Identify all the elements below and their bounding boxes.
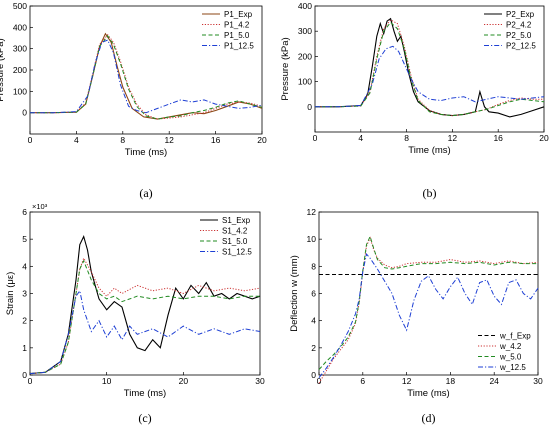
x-tick-label-d: 18 [446,376,456,386]
y-tick-label-b: 100 [298,77,312,87]
chart-panel-d: 0 6 12 18 24 30 0 2 4 6 8 10 12 Time (ms) Deflection w… [275,200,550,429]
y-tick-label-c: 6 [22,207,27,217]
series-line-b-1 [315,19,544,117]
x-tick-label-a: 4 [74,135,79,145]
y-tick-label-c: 4 [22,261,27,271]
legend-label-b-1: P2_4.2 [506,21,532,30]
x-axis-title-d: Time (ms) [407,388,449,399]
x-tick-label-b: 0 [313,133,318,143]
chart-panel-a: 0 4 8 12 16 20 0 100 200 300 400 500 Time (ms) Pressu… [0,0,275,214]
legend-label-d-3: w_12.5 [499,363,526,372]
y-tick-label-d: 0 [311,370,316,380]
y-tick-label-c: 3 [22,289,27,299]
panel-label-b: (b) [423,186,437,200]
panel-label-a: (a) [139,186,152,200]
y-tick-label-a: 300 [13,44,27,54]
x-tick-label-b: 8 [404,133,409,143]
y-tick-label-c: 0 [22,370,27,380]
x-tick-label-c: 20 [179,376,189,386]
x-tick-label-c: 0 [28,376,33,386]
y-tick-label-d: 4 [311,316,316,326]
x-tick-label-d: 0 [317,376,322,386]
legend-label-d-1: w_4.2 [499,342,522,351]
x-tick-label-d: 6 [360,376,365,386]
y-tick-label-d: 12 [307,207,317,217]
series-line-c-1 [29,256,261,375]
x-tick-label-d: 30 [533,376,543,386]
series-line-d-1 [318,236,539,384]
legend-label-b-3: P2_12.5 [506,42,536,51]
y-tick-label-c: 5 [22,234,27,244]
series-line-b-2 [315,21,545,117]
y-tick-label-d: 6 [311,289,316,299]
series-line-b-0 [315,17,545,118]
x-tick-label-a: 16 [211,135,221,145]
y-axis-title-d: Deflection w (mm) [289,255,300,332]
legend-label-c-0: S1_Exp [222,216,251,225]
legend-label-a-0: P1_Exp [224,10,253,19]
y-tick-label-b: 300 [298,26,312,36]
y-tick-label-a: 0 [22,108,27,118]
legend-label-b-0: P2_Exp [506,10,535,19]
plot-frame-b [314,5,545,133]
x-tick-label-d: 24 [489,376,499,386]
x-tick-label-c: 10 [102,376,112,386]
y-axis-title-b: Pressure (kPa) [280,37,291,100]
panel-label-d: (d) [422,411,436,425]
legend-label-a-2: P1_5.0 [224,31,250,40]
y-tick-label-a: 500 [13,1,27,11]
legend-label-a-1: P1_4.2 [224,21,250,30]
x-tick-label-b: 20 [539,133,549,143]
y-tick-label-a: 200 [13,65,27,75]
legend-label-d-0: w_f_Exp [499,332,531,341]
chart-panel-b: 0 4 8 12 16 20 0 100 200 300 400 Time (ms) Pressure … [275,0,550,214]
x-tick-label-b: 4 [358,133,363,143]
series-line-b-3 [315,45,545,108]
series-line-a-1 [30,34,263,120]
y-tick-label-b: 400 [298,1,312,11]
x-tick-label-a: 20 [257,135,267,145]
legend-label-c-1: S1_4.2 [222,227,248,236]
series-line-d-2 [318,235,538,370]
legend-label-c-2: S1_5.0 [222,237,248,246]
panel-label-c: (c) [138,411,151,425]
y-tick-label-b: 200 [298,51,312,61]
x-axis-title-b: Time (ms) [408,145,450,156]
y-axis-title-c: Strain (με) [5,272,16,316]
series-line-c-0 [29,234,261,375]
x-tick-label-a: 8 [120,135,125,145]
legend-label-a-3: P1_12.5 [224,42,254,51]
y-tick-label-c: 2 [22,316,27,326]
series-line-c-3 [29,289,261,375]
x-tick-label-a: 12 [164,135,174,145]
x-tick-label-a: 0 [28,135,33,145]
y-tick-label-b: 0 [307,102,312,112]
y-axis-multiplier-c: ×10³ [32,202,48,211]
y-tick-label-d: 2 [311,343,316,353]
series-line-c-2 [29,259,260,375]
x-tick-label-b: 16 [493,133,503,143]
y-tick-label-c: 1 [22,343,27,353]
y-tick-label-d: 10 [307,234,317,244]
x-axis-title-c: Time (ms) [124,388,166,399]
y-tick-label-a: 100 [13,86,27,96]
x-tick-label-c: 30 [255,376,265,386]
x-axis-title-a: Time (ms) [125,147,167,158]
y-axis-title-a: Pressure (kPa) [0,38,6,101]
x-tick-label-b: 12 [448,133,458,143]
y-tick-label-d: 8 [311,261,316,271]
legend-label-b-2: P2_5.0 [506,31,532,40]
legend-label-d-2: w_5.0 [499,353,522,362]
series-line-d-3 [318,253,539,379]
x-tick-label-d: 12 [402,376,412,386]
chart-c-svg: 0 10 20 30 0 1 2 3 4 5 6 Time (ms) Strain (με) ×10³ S1… [5,202,265,425]
series-line-a-3 [30,39,263,114]
legend-label-c-3: S1_12.5 [222,248,252,257]
y-tick-label-a: 400 [13,22,27,32]
chart-panel-c: 0 10 20 30 0 1 2 3 4 5 6 Time (ms) Strain (με) ×10³ S1… [0,200,275,429]
